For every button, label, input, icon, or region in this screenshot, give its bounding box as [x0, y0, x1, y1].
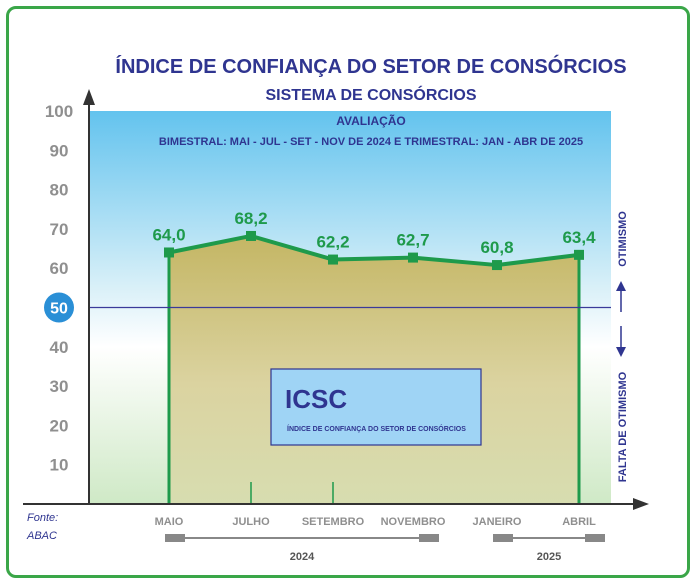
y-tick-label: 20 — [50, 416, 69, 435]
x-tick-label: ABRIL — [562, 516, 596, 528]
x-tick-label: JANEIRO — [473, 516, 522, 528]
y-tick-labels: 10 20 30 40 60 70 80 90 100 — [45, 102, 73, 475]
down-arrow-icon — [616, 347, 626, 357]
chart-title: ÍNDICE DE CONFIANÇA DO SETOR DE CONSÓRCI… — [115, 54, 626, 78]
y-tick-label: 90 — [50, 141, 69, 160]
threshold-50-marker — [44, 292, 74, 323]
year-bracket-cap — [585, 534, 605, 542]
side-label-otimismo: OTIMISMO — [617, 211, 629, 267]
data-point — [246, 230, 256, 241]
y-tick-label: 60 — [50, 259, 69, 278]
side-label-falta-otimismo: FALTA DE OTIMISMO — [617, 371, 629, 482]
icsc-description: ÍNDICE DE CONFIANÇA DO SETOR DE CONSÓRCI… — [287, 424, 466, 433]
data-label: 63,4 — [562, 228, 596, 247]
y-tick-label: 80 — [50, 181, 69, 200]
icsc-legend-box — [270, 368, 482, 446]
year-bracket-cap — [419, 534, 439, 542]
icsc-acronym: ICSC — [285, 384, 347, 414]
evaluation-heading: AVALIAÇÃO — [336, 113, 406, 128]
series-line — [168, 233, 580, 268]
x-tick-labels: MAIO JULHO SETEMBRO NOVEMBRO JANEIRO ABRIL — [155, 516, 596, 528]
x-tick-label: JULHO — [232, 516, 270, 528]
x-tick-label: NOVEMBRO — [381, 516, 446, 528]
data-point — [328, 254, 338, 265]
up-arrow-icon — [616, 281, 626, 291]
data-label: 60,8 — [480, 238, 513, 257]
evaluation-period: BIMESTRAL: MAI - JUL - SET - NOV DE 2024… — [159, 136, 583, 148]
data-label-layer: 64,0 68,2 62,2 62,7 60,8 63,4 — [152, 209, 596, 257]
chart-subtitle: SISTEMA DE CONSÓRCIOS — [266, 85, 477, 104]
data-label: 68,2 — [234, 209, 267, 228]
chart-frame: ÍNDICE DE CONFIANÇA DO SETOR DE CONSÓRCI… — [6, 6, 690, 578]
data-label: 64,0 — [152, 225, 185, 244]
data-point — [492, 260, 502, 271]
source-value: ABAC — [26, 530, 57, 542]
year-brackets: 2024 2025 — [165, 534, 605, 563]
x-axis-arrow-icon — [633, 498, 649, 510]
year-bracket-cap — [493, 534, 513, 542]
data-point — [164, 247, 174, 258]
y-tick-label: 30 — [50, 377, 69, 396]
x-tick-label: MAIO — [155, 516, 184, 528]
y-tick-label: 40 — [50, 338, 69, 357]
data-point — [574, 249, 584, 260]
threshold-50-label: 50 — [50, 301, 68, 318]
y-tick-label: 100 — [45, 102, 73, 121]
chart-canvas: ÍNDICE DE CONFIANÇA DO SETOR DE CONSÓRCI… — [23, 54, 649, 563]
year-label: 2024 — [290, 551, 315, 563]
year-label: 2025 — [537, 551, 561, 563]
data-label: 62,2 — [316, 233, 349, 252]
y-tick-label: 10 — [50, 456, 69, 475]
x-tick-label: SETEMBRO — [302, 516, 365, 528]
year-bracket-cap — [165, 534, 185, 542]
data-point — [408, 252, 418, 263]
data-label: 62,7 — [396, 231, 429, 250]
y-tick-label: 70 — [50, 220, 69, 239]
source-label: Fonte: — [27, 512, 58, 524]
y-axis-arrow-icon — [83, 89, 95, 105]
series-line-layer — [164, 230, 584, 271]
